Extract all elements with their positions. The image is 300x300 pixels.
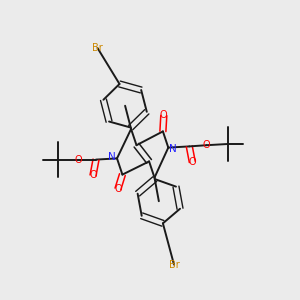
Text: O: O xyxy=(160,110,168,121)
Text: O: O xyxy=(89,170,97,181)
Text: Br: Br xyxy=(169,260,179,270)
Text: O: O xyxy=(203,140,211,150)
Text: N: N xyxy=(108,152,116,163)
Text: O: O xyxy=(114,184,122,194)
Text: N: N xyxy=(169,143,177,154)
Text: O: O xyxy=(75,154,83,165)
Text: O: O xyxy=(188,157,196,167)
Text: Br: Br xyxy=(92,43,103,53)
